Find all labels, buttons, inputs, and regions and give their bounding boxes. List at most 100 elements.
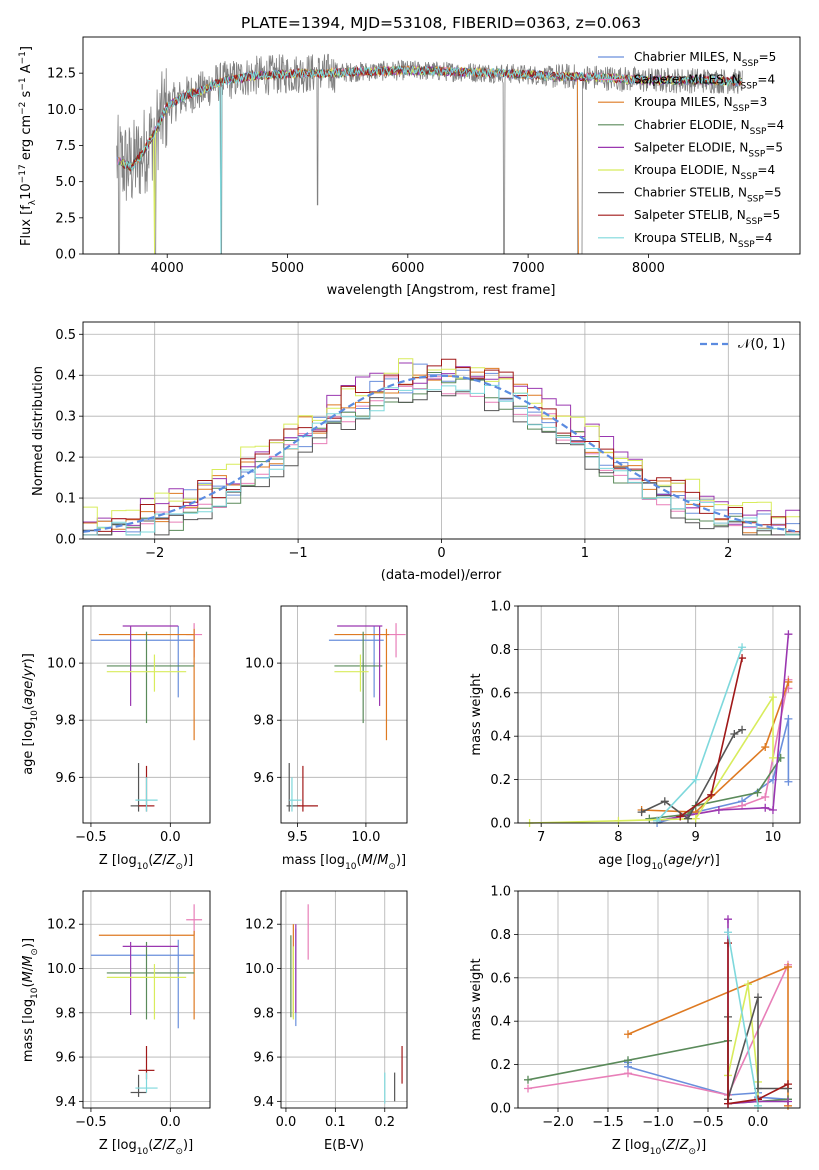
x-tick-label: 0.0 bbox=[748, 1115, 769, 1130]
mass-weight-point bbox=[707, 790, 716, 799]
y-tick-label: 7.5 bbox=[55, 139, 76, 154]
mass-weight-point bbox=[624, 1030, 632, 1039]
mass-weight-point bbox=[761, 803, 770, 812]
mass-weight-point bbox=[524, 1084, 532, 1093]
x-tick-label: −2 bbox=[145, 546, 164, 561]
mass-weight-point bbox=[738, 643, 747, 652]
y-tick-label: 9.4 bbox=[253, 1095, 274, 1110]
mass-weight-point bbox=[683, 814, 692, 823]
mw-Z-frame bbox=[517, 890, 801, 1109]
mass-weight-point bbox=[676, 812, 685, 821]
x-tick-label: 9 bbox=[692, 830, 700, 845]
x-axis-label: mass [log10(M/M⊙)] bbox=[282, 853, 406, 872]
legend-entry: Kroupa MILES, NSSP=3 bbox=[634, 95, 767, 114]
residual-histogram bbox=[83, 358, 800, 536]
x-tick-label: 2 bbox=[724, 546, 732, 561]
normal-curve bbox=[82, 374, 801, 533]
legend-entry: Salpeter ELODIE, NSSP=5 bbox=[634, 140, 783, 159]
mass-weight-point bbox=[784, 962, 792, 971]
x-tick-label: −0.5 bbox=[692, 1115, 724, 1130]
mass-weight-point bbox=[768, 753, 777, 762]
spectrum-frame bbox=[82, 36, 801, 255]
mass-weight-line bbox=[727, 984, 759, 1106]
mass-weight-line bbox=[641, 681, 790, 813]
x-axis-label: Z [log10(Z/Z⊙)] bbox=[99, 853, 193, 872]
x-tick-label: −1.5 bbox=[592, 1115, 624, 1130]
model-spectrum bbox=[122, 65, 743, 254]
y-tick-label: 0.1 bbox=[55, 492, 76, 507]
y-tick-label: 1.0 bbox=[490, 600, 511, 615]
y-tick-label: 0.5 bbox=[55, 328, 76, 343]
mass-weight-point bbox=[784, 1080, 792, 1089]
mass-weight-point bbox=[524, 1075, 532, 1084]
mass-weight-point bbox=[744, 980, 752, 989]
legend-entry: Chabrier STELIB, NSSP=5 bbox=[634, 186, 782, 205]
mass-ebv-frame bbox=[280, 890, 408, 1109]
legend-entry: Kroupa ELODIE, NSSP=4 bbox=[634, 163, 775, 182]
y-tick-label: 0.0 bbox=[55, 248, 76, 263]
y-axis-label: mass weight bbox=[469, 673, 484, 755]
x-tick-label: 0.0 bbox=[276, 1115, 297, 1130]
y-tick-label: 9.6 bbox=[55, 771, 76, 786]
residual-histogram bbox=[83, 378, 800, 536]
x-tick-label: −0.5 bbox=[75, 830, 107, 845]
y-tick-label: 0.2 bbox=[490, 1058, 511, 1073]
x-tick-label: −1.0 bbox=[642, 1115, 674, 1130]
x-tick-label: 0.2 bbox=[374, 1115, 395, 1130]
residual-histogram bbox=[83, 358, 800, 529]
y-tick-label: 2.5 bbox=[55, 211, 76, 226]
y-tick-label: 0.4 bbox=[55, 369, 76, 384]
mass-weight-point bbox=[784, 777, 793, 786]
x-tick-label: 5000 bbox=[271, 261, 304, 276]
x-axis-label: wavelength [Angstrom, rest frame] bbox=[327, 283, 556, 298]
x-axis-label: E(B-V) bbox=[324, 1138, 364, 1153]
mass-weight-point bbox=[761, 743, 770, 752]
y-tick-label: 0.2 bbox=[55, 451, 76, 466]
mass-weight-point bbox=[660, 797, 669, 806]
x-tick-label: 0.1 bbox=[325, 1115, 346, 1130]
y-tick-label: 0.8 bbox=[490, 928, 511, 943]
age-Z-frame bbox=[82, 605, 211, 824]
x-tick-label: −2.0 bbox=[542, 1115, 574, 1130]
y-tick-label: 9.6 bbox=[55, 1051, 76, 1066]
mass-weight-point bbox=[738, 654, 747, 663]
y-tick-label: 9.6 bbox=[253, 1051, 274, 1066]
x-tick-label: 6000 bbox=[391, 261, 424, 276]
residual-histogram bbox=[83, 384, 800, 536]
y-tick-label: 0.4 bbox=[490, 730, 511, 745]
mass-weight-point bbox=[624, 1069, 632, 1078]
y-axis-label: Flux [fλ10−17 erg cm−2 s−1 A−1] bbox=[18, 46, 38, 246]
mass-weight-point bbox=[691, 775, 700, 784]
legend-entry: Salpeter STELIB, NSSP=5 bbox=[634, 208, 780, 227]
mass-weight-point bbox=[761, 792, 770, 801]
mass-weight-point bbox=[691, 814, 700, 823]
y-tick-label: 0.2 bbox=[490, 773, 511, 788]
mass-weight-point bbox=[754, 993, 762, 1002]
x-axis-label: Z [log10(Z/Z⊙)] bbox=[99, 1138, 193, 1157]
x-tick-label: 9.5 bbox=[287, 830, 308, 845]
y-tick-label: 0.0 bbox=[490, 1102, 511, 1117]
x-axis-label: (data-model)/error bbox=[381, 568, 502, 583]
y-axis-label: age [log10(age/yr)] bbox=[21, 653, 40, 775]
mass-weight-point bbox=[724, 915, 732, 924]
mass-weight-point bbox=[768, 805, 777, 814]
x-tick-label: 7 bbox=[537, 830, 545, 845]
mass-weight-point bbox=[754, 1101, 762, 1110]
y-tick-label: 0.4 bbox=[490, 1015, 511, 1030]
x-tick-label: −1 bbox=[289, 546, 308, 561]
y-tick-label: 10.0 bbox=[245, 657, 274, 672]
mass-Z-frame bbox=[82, 890, 211, 1109]
mass-weight-point bbox=[730, 730, 739, 739]
y-tick-label: 0.8 bbox=[490, 643, 511, 658]
mass-weight-point bbox=[784, 1097, 792, 1106]
mw-age-frame bbox=[517, 605, 801, 824]
y-axis-label: mass [log10(M/M⊙)] bbox=[21, 938, 40, 1062]
y-tick-label: 9.8 bbox=[55, 714, 76, 729]
y-tick-label: 10.0 bbox=[47, 657, 76, 672]
x-tick-label: 10 bbox=[765, 830, 782, 845]
x-axis-label: age [log10(age/yr)] bbox=[598, 853, 720, 872]
mass-ebv-axes bbox=[277, 891, 407, 1112]
mass-weight-point bbox=[784, 714, 793, 723]
y-tick-label: 0.0 bbox=[490, 817, 511, 832]
mass-weight-point bbox=[714, 805, 723, 814]
